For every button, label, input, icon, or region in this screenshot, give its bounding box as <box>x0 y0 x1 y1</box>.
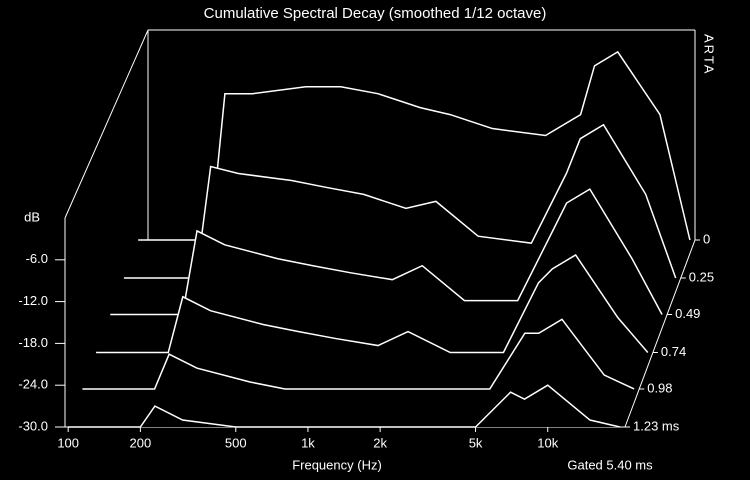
x-tick-label: 2k <box>373 435 387 450</box>
decay-slice <box>123 123 677 279</box>
y-tick-label: -12.0 <box>18 293 48 308</box>
y-tick-label: -24.0 <box>18 377 48 392</box>
slice-fill <box>68 385 620 427</box>
x-tick-label: 100 <box>57 435 79 450</box>
decay-slice <box>138 50 691 241</box>
x-tick-label: 10k <box>537 435 558 450</box>
x-tick-label: 5k <box>469 435 483 450</box>
frame-line <box>64 29 149 219</box>
chart-title: Cumulative Spectral Decay (smoothed 1/12… <box>204 5 547 22</box>
y-tick-label: -6.0 <box>26 251 48 266</box>
gate-note: Gated 5.40 ms <box>567 457 653 472</box>
decay-slice <box>110 188 663 316</box>
decay-slice <box>68 384 621 428</box>
y-tick-label: -18.0 <box>18 335 48 350</box>
brand-label: ARTA <box>702 34 717 75</box>
slice-fill <box>96 254 648 353</box>
slice-fill <box>123 124 676 279</box>
frame-line <box>624 239 696 428</box>
x-axis-label: Frequency (Hz) <box>292 457 382 472</box>
x-tick-label: 500 <box>225 435 247 450</box>
z-tick-label: 0.25 <box>689 269 714 284</box>
x-tick-label: 1k <box>301 435 315 450</box>
slice-fill <box>82 319 635 389</box>
x-tick-label: 200 <box>130 435 152 450</box>
decay-slice <box>96 253 649 354</box>
y-axis-label: dB <box>24 209 40 224</box>
y-tick-label: -30.0 <box>18 418 48 433</box>
z-tick-label: 0.49 <box>675 306 700 321</box>
z-tick-label: 0.74 <box>661 344 686 359</box>
z-tick-label: 0 <box>703 231 710 246</box>
decay-slice <box>82 318 635 390</box>
slice-fill <box>110 189 663 315</box>
z-tick-label: 1.23 ms <box>633 418 680 433</box>
z-tick-label: 0.98 <box>647 380 672 395</box>
